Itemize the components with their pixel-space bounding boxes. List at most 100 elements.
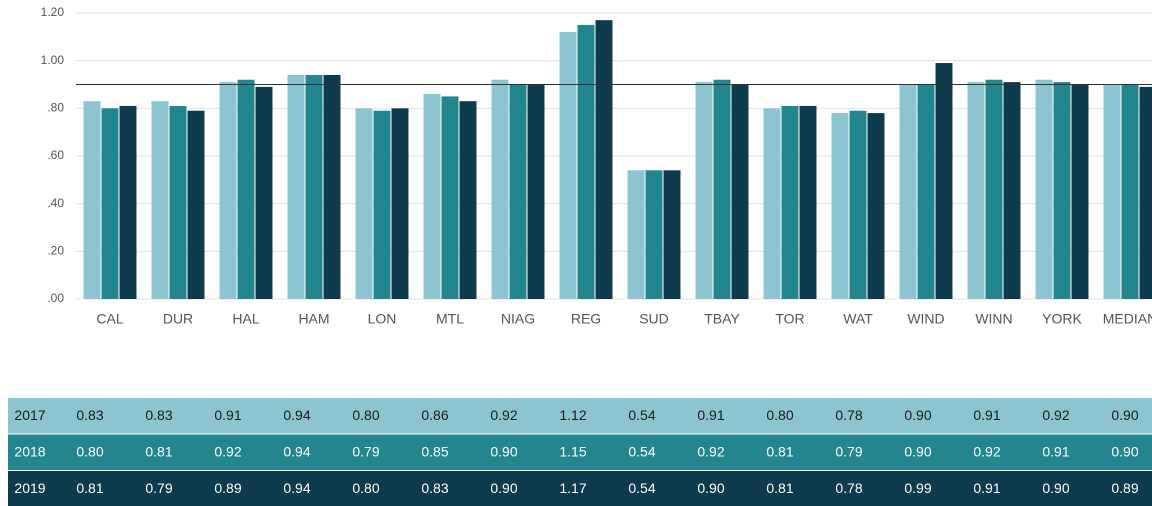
bar [695,82,713,299]
table-cell: 0.92 [214,443,241,459]
bar [101,108,119,299]
table-cell: 0.81 [145,443,172,459]
bar [459,101,477,299]
bar [917,84,935,299]
bar [831,113,849,299]
bar [731,84,749,299]
bar [645,170,663,299]
x-tick-label: MEDIAN [1103,311,1152,327]
bar [1035,79,1053,299]
x-tick-label: DUR [163,311,193,327]
table-cell: 0.91 [1042,443,1069,459]
table-cell: 0.83 [76,407,103,423]
y-tick-label: .40 [47,196,64,210]
table-cell: 0.90 [1042,480,1069,496]
bar [867,113,885,299]
table-cell: 0.78 [835,407,862,423]
table-row [8,398,1152,434]
table-cell: 1.12 [559,407,586,423]
x-tick-label: REG [571,311,601,327]
bar [1103,84,1121,299]
bar [595,20,613,300]
y-tick-label: 1.00 [41,53,65,67]
table-cell: 0.78 [835,480,862,496]
bar [1121,84,1139,299]
table-cell: 0.90 [490,480,517,496]
table-cell: 0.94 [283,407,310,423]
bar [763,108,781,299]
table-cell: 0.81 [766,443,793,459]
bar [255,86,273,299]
bar [83,101,101,299]
table-cell: 0.89 [1111,480,1138,496]
table-cell: 0.91 [697,407,724,423]
bar [713,79,731,299]
table-cell: 0.90 [1111,407,1138,423]
bar [799,105,817,299]
bar [355,108,373,299]
x-tick-label: TOR [775,311,804,327]
x-tick-label: NIAG [501,311,535,327]
table-cell: 0.83 [145,407,172,423]
bar [1139,86,1152,299]
bar [559,32,577,300]
y-tick-label: .00 [47,291,64,305]
bar [1071,84,1089,299]
bar [441,96,459,300]
bar [169,105,187,299]
bar [423,94,441,300]
table-cell: 0.90 [904,443,931,459]
bar [509,84,527,299]
y-tick-label: .60 [47,148,64,162]
table-cell: 0.81 [76,480,103,496]
table-cell: 0.54 [628,480,655,496]
table-cell: 0.94 [283,443,310,459]
bar [1003,82,1021,299]
table-row-label: 2018 [14,443,45,459]
bar [187,110,205,299]
bar [305,74,323,299]
table-cell: 0.90 [1111,443,1138,459]
bar [151,101,169,299]
x-tick-label: HAL [232,311,259,327]
bar [527,84,545,299]
bar [1053,82,1071,299]
table-row-label: 2019 [14,480,45,496]
table-row [8,434,1152,470]
table-cell: 0.91 [973,407,1000,423]
table-cell: 0.86 [421,407,448,423]
table-cell: 0.79 [145,480,172,496]
table-cell: 0.80 [352,480,379,496]
table-cell: 0.90 [697,480,724,496]
x-tick-label: TBAY [704,311,740,327]
table-cell: 0.90 [904,407,931,423]
table-row-label: 2017 [14,407,45,423]
x-tick-label: WINN [975,311,1012,327]
table-cell: 0.85 [421,443,448,459]
bar [577,24,595,300]
bar [391,108,409,299]
table-cell: 0.92 [697,443,724,459]
table-cell: 1.17 [559,480,586,496]
table-cell: 0.94 [283,480,310,496]
table-cell: 0.90 [490,443,517,459]
x-tick-label: HAM [298,311,329,327]
x-tick-label: CAL [96,311,123,327]
table-cell: 0.99 [904,480,931,496]
table-cell: 0.54 [628,407,655,423]
table-cell: 0.91 [973,480,1000,496]
bar [491,79,509,299]
x-tick-label: LON [368,311,397,327]
bar [849,110,867,299]
bar [323,74,341,299]
bar [985,79,1003,299]
table-cell: 0.80 [76,443,103,459]
table-cell: 0.79 [352,443,379,459]
table-cell: 0.54 [628,443,655,459]
bar [287,74,305,299]
bar [967,82,985,299]
table-cell: 0.80 [766,407,793,423]
x-tick-label: SUD [639,311,669,327]
y-tick-label: .80 [47,101,64,115]
